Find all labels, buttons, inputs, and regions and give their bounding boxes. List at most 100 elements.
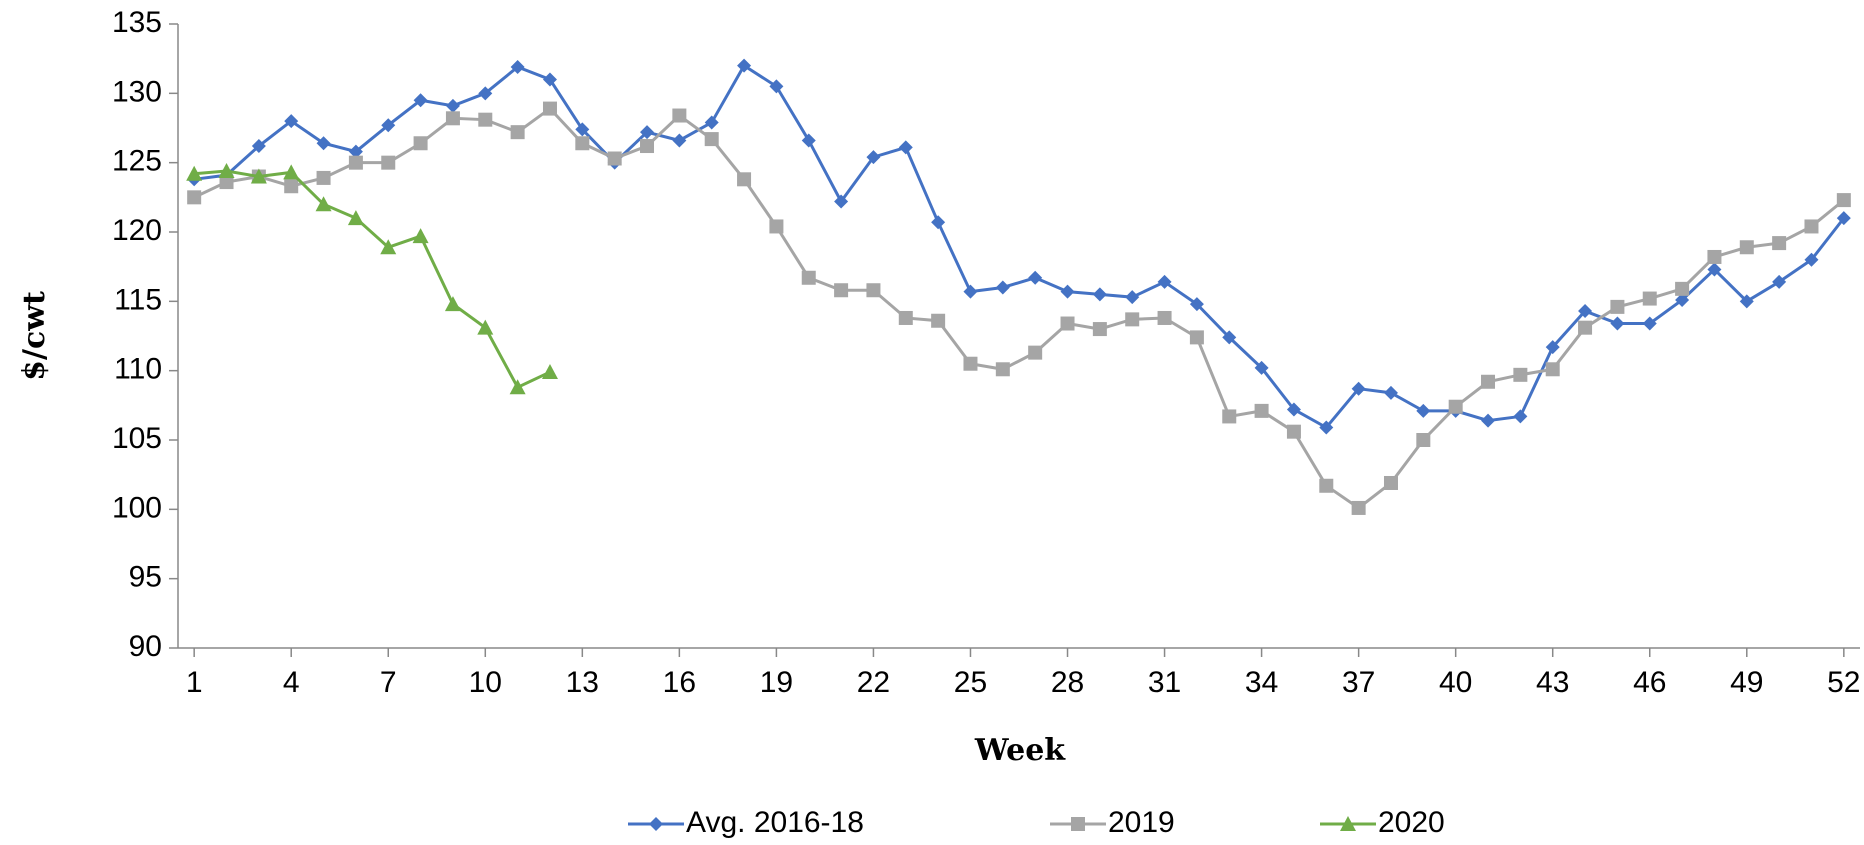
point (187, 190, 202, 205)
point (1157, 274, 1172, 289)
y-tick-label: 100 (112, 491, 162, 524)
point (1772, 236, 1787, 251)
point (1222, 330, 1237, 345)
point (348, 144, 363, 159)
point (898, 140, 913, 155)
point (1416, 403, 1431, 418)
point (477, 319, 494, 335)
point (284, 179, 299, 194)
point (542, 101, 557, 116)
point (769, 79, 784, 94)
point (1351, 381, 1366, 396)
legend-marker (1071, 817, 1085, 831)
y-tick-label: 120 (112, 214, 162, 247)
x-tick-label: 25 (954, 666, 987, 699)
point (1513, 409, 1528, 424)
y-tick-label: 90 (129, 630, 162, 663)
point (381, 118, 396, 133)
point (445, 111, 460, 126)
point (575, 136, 590, 151)
point (1707, 249, 1722, 264)
point (219, 175, 234, 190)
point (672, 108, 687, 123)
point (218, 162, 235, 178)
y-tick-label: 135 (112, 6, 162, 39)
y-tick-label: 95 (129, 561, 162, 594)
x-tick-label: 49 (1730, 666, 1763, 699)
point (640, 139, 655, 154)
point (963, 356, 978, 371)
point (1254, 403, 1269, 418)
point (1286, 402, 1301, 417)
point (413, 93, 428, 108)
point (995, 280, 1010, 295)
x-tick-label: 10 (469, 666, 502, 699)
point (316, 136, 331, 151)
point (316, 170, 331, 185)
point (1675, 281, 1690, 296)
point (1481, 374, 1496, 389)
x-tick-label: 52 (1827, 666, 1860, 699)
point (444, 296, 461, 312)
point (284, 114, 299, 129)
point (1545, 340, 1560, 355)
point (1739, 240, 1754, 255)
legend-label: 2020 (1378, 806, 1445, 839)
point (801, 270, 816, 285)
point (250, 168, 267, 184)
point (509, 379, 526, 395)
point (1060, 284, 1075, 299)
point (1125, 290, 1140, 305)
y-axis-title: $/cwt (17, 291, 52, 381)
point (1448, 399, 1463, 414)
point (1286, 424, 1301, 439)
point (283, 164, 300, 180)
point (1092, 287, 1107, 302)
point (1836, 211, 1851, 226)
y-tick-label: 105 (112, 422, 162, 455)
point (347, 210, 364, 226)
point (1642, 291, 1657, 306)
x-tick-label: 19 (760, 666, 793, 699)
point (607, 151, 622, 166)
x-tick-label: 43 (1536, 666, 1569, 699)
point (510, 59, 525, 74)
x-tick-label: 46 (1633, 666, 1666, 699)
point (898, 310, 913, 325)
point (1707, 262, 1722, 277)
point (1222, 409, 1237, 424)
point (445, 98, 460, 113)
point (1189, 297, 1204, 312)
point (1772, 274, 1787, 289)
x-axis-title: Week (974, 733, 1066, 768)
y-tick-label: 115 (114, 283, 162, 316)
point (1060, 316, 1075, 331)
x-tick-label: 34 (1245, 666, 1278, 699)
legend-label: Avg. 2016-18 (686, 806, 864, 839)
point (381, 155, 396, 170)
point (251, 139, 266, 154)
y-tick-label: 110 (114, 353, 162, 386)
x-tick-label: 4 (283, 666, 300, 699)
point (737, 58, 752, 73)
point (1610, 299, 1625, 314)
point (1610, 316, 1625, 331)
point (1836, 193, 1851, 208)
point (1125, 312, 1140, 327)
point (1804, 219, 1819, 234)
point (995, 362, 1010, 377)
point (186, 165, 203, 181)
point (963, 284, 978, 299)
point (704, 132, 719, 147)
y-tick-label: 130 (112, 75, 162, 108)
point (1383, 385, 1398, 400)
point (1739, 294, 1754, 309)
point (348, 155, 363, 170)
point (1254, 360, 1269, 375)
series-line (193, 63, 1846, 430)
point (1319, 478, 1334, 493)
point (931, 215, 946, 230)
point (801, 133, 816, 148)
point (380, 239, 397, 255)
